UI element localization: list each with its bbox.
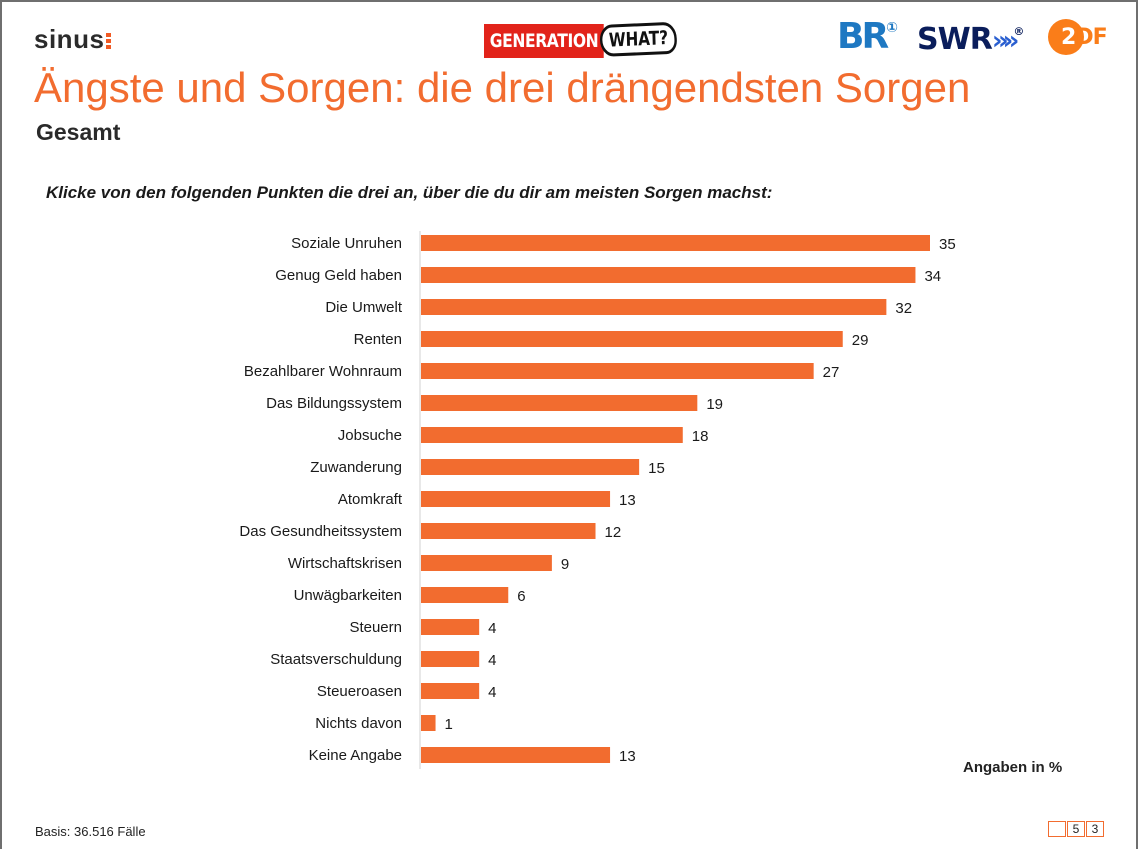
- sinus-mark-icon: [106, 31, 112, 49]
- page-number-digit: 5: [1067, 821, 1085, 837]
- data-label: 6: [517, 588, 525, 605]
- category-label: Die Umwelt: [325, 299, 403, 316]
- page-subtitle: Gesamt: [36, 119, 121, 145]
- data-label: 13: [619, 492, 636, 509]
- bar: [421, 395, 698, 411]
- zdf-logo: 2DF: [1048, 19, 1118, 55]
- bar: [421, 427, 683, 443]
- br-logo: BR①: [837, 16, 899, 57]
- data-label: 27: [823, 364, 840, 381]
- bar: [421, 331, 843, 347]
- category-label: Zuwanderung: [310, 459, 402, 476]
- sinus-logo: sinus: [34, 24, 112, 55]
- page-number-box: [1048, 821, 1066, 837]
- category-label: Wirtschaftskrisen: [288, 555, 402, 572]
- category-label: Das Gesundheitssystem: [239, 523, 402, 540]
- data-label: 19: [706, 396, 723, 413]
- bar: [421, 491, 611, 507]
- category-label: Steuern: [349, 619, 402, 636]
- data-label: 4: [488, 620, 496, 637]
- data-label: 9: [561, 556, 569, 573]
- category-label: Jobsuche: [338, 427, 402, 444]
- data-label: 12: [605, 524, 622, 541]
- data-label: 4: [488, 684, 496, 701]
- bar: [421, 459, 640, 475]
- bar: [421, 555, 552, 571]
- survey-question: Klicke von den folgenden Punkten die dre…: [46, 183, 773, 202]
- category-label: Keine Angabe: [309, 747, 402, 764]
- data-label: 34: [924, 268, 941, 285]
- category-label: Staatsverschuldung: [270, 651, 402, 668]
- bar: [421, 363, 814, 379]
- bar: [421, 299, 887, 315]
- bar: [421, 267, 916, 283]
- bar: [421, 523, 596, 539]
- page-number: 5 3: [1048, 821, 1105, 837]
- data-label: 4: [488, 652, 496, 669]
- swr-logo: SWR»»®: [917, 22, 1024, 57]
- bar: [421, 587, 509, 603]
- category-label: Nichts davon: [315, 715, 402, 732]
- category-label: Atomkraft: [338, 491, 403, 508]
- data-label: 18: [692, 428, 709, 445]
- zdf-logo-rest: DF: [1075, 25, 1107, 50]
- bar: [421, 619, 480, 635]
- category-label: Genug Geld haben: [275, 267, 402, 284]
- category-label: Renten: [354, 331, 402, 348]
- bar: [421, 715, 436, 731]
- data-label: 32: [895, 300, 912, 317]
- zdf-logo-first: 2: [1061, 25, 1076, 50]
- bar: [421, 235, 930, 251]
- category-label: Bezahlbarer Wohnraum: [244, 363, 402, 380]
- data-label: 1: [445, 716, 453, 733]
- category-label: Soziale Unruhen: [291, 235, 402, 252]
- unit-note: Angaben in %: [963, 759, 1063, 776]
- bar: [421, 747, 611, 763]
- category-label: Das Bildungssystem: [266, 395, 402, 412]
- data-label: 15: [648, 460, 665, 477]
- data-label: 13: [619, 748, 636, 765]
- data-label: 35: [939, 236, 956, 253]
- page-title: Ängste und Sorgen: die drei drängendsten…: [34, 64, 971, 111]
- bar: [421, 651, 480, 667]
- bar: [421, 683, 480, 699]
- ard-mark-icon: ①: [886, 20, 899, 36]
- data-label: 29: [852, 332, 869, 349]
- category-label: Steueroasen: [317, 683, 402, 700]
- zdf-circle-icon: [1048, 19, 1084, 55]
- swr-registered-mark: ®: [1013, 25, 1024, 38]
- basis-note: Basis: 36.516 Fälle: [35, 824, 146, 839]
- generation-logo-left: GENERATION: [484, 24, 605, 58]
- category-label: Unwägbarkeiten: [294, 587, 402, 604]
- generation-what-logo: GENERATION WHAT?: [484, 21, 696, 60]
- page-number-digit: 3: [1086, 821, 1104, 837]
